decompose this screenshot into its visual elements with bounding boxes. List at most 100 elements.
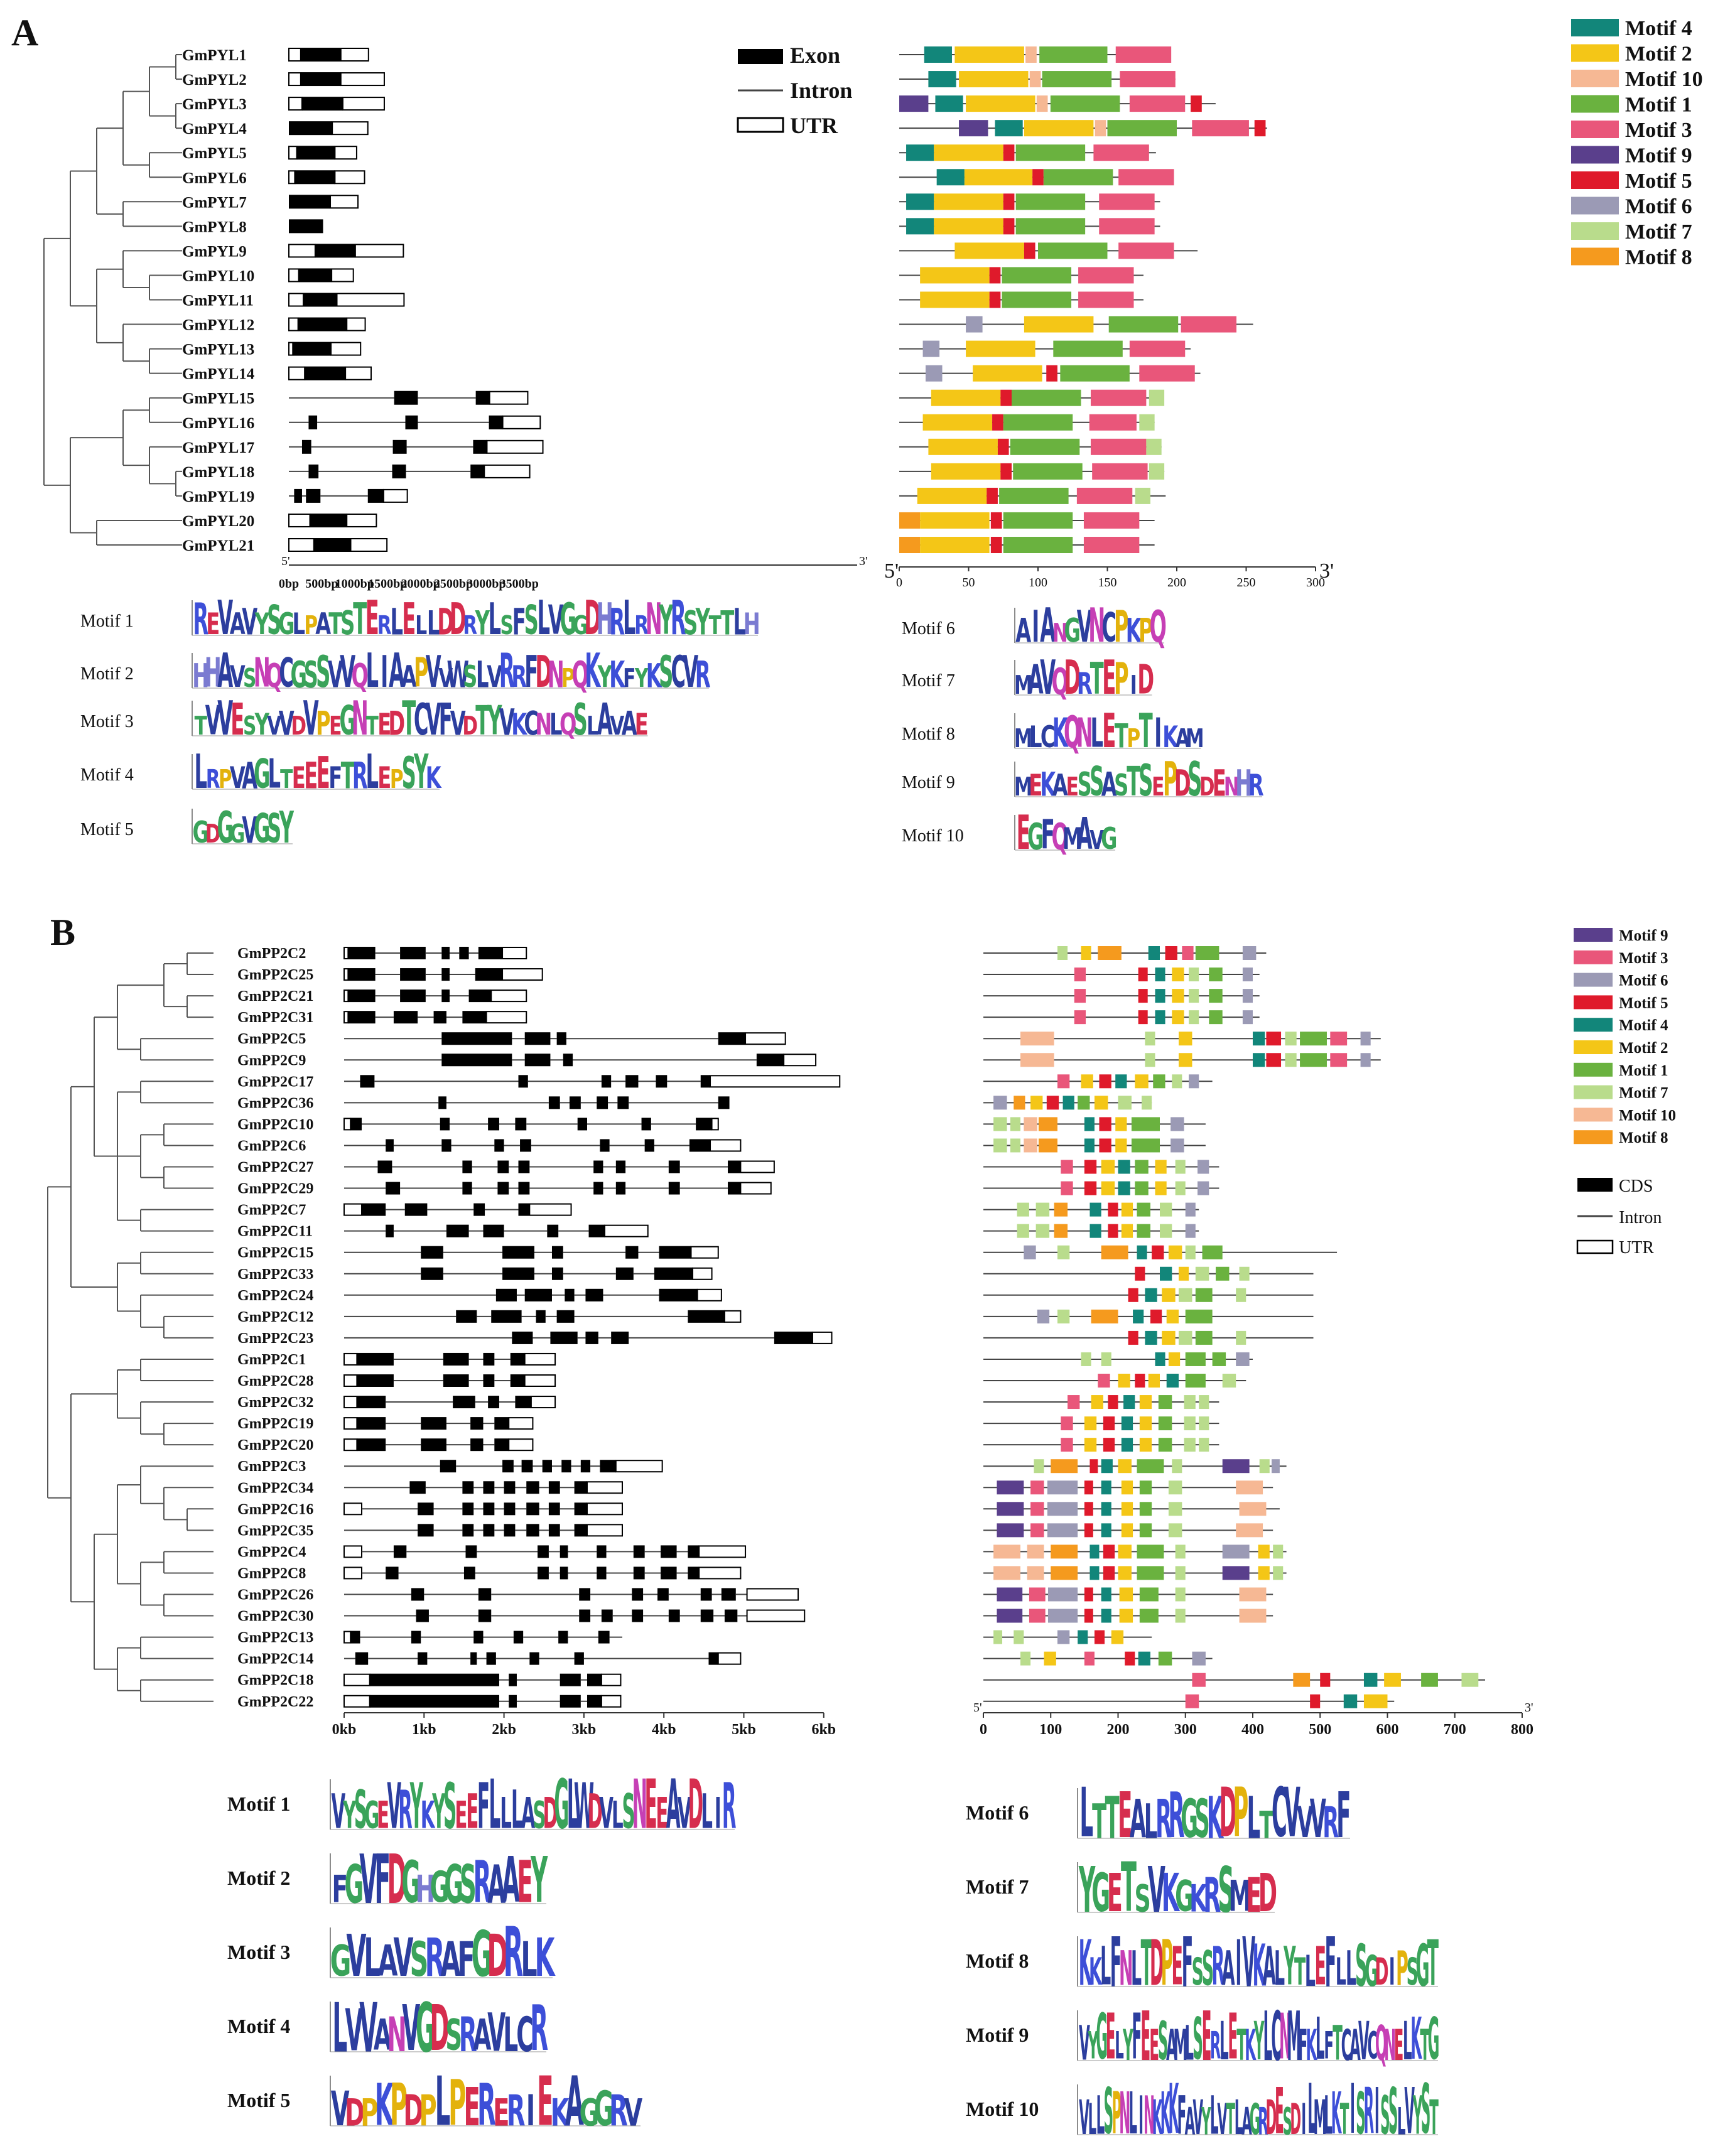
cds-block bbox=[548, 1502, 560, 1516]
motif-box-motif-2 bbox=[966, 95, 1035, 112]
logo-letter: V bbox=[340, 647, 355, 698]
logo-letter: E bbox=[1152, 772, 1164, 802]
gene-label: GmPP2C1 bbox=[237, 1352, 306, 1368]
gene-label: GmPP2C34 bbox=[237, 1480, 313, 1496]
motif-box-motif-3 bbox=[1061, 1181, 1073, 1195]
gene-label: GmPP2C15 bbox=[237, 1245, 313, 1261]
cds-block bbox=[696, 1118, 712, 1131]
logo-letter: V bbox=[332, 1784, 346, 1839]
motif-axis-tick-label: 100 bbox=[1029, 576, 1047, 590]
cds-block bbox=[357, 1374, 394, 1387]
logo-letter: E bbox=[1106, 2001, 1116, 2074]
exon-block bbox=[296, 146, 335, 160]
gene-label: GmPP2C22 bbox=[237, 1694, 313, 1710]
exon-block bbox=[294, 488, 302, 503]
logo-letter: S bbox=[463, 660, 477, 694]
logo-letter: G bbox=[340, 697, 356, 743]
utr-block bbox=[502, 415, 541, 429]
logo-letter: P bbox=[360, 2090, 378, 2134]
logo-letter: N bbox=[548, 654, 565, 696]
utr-swatch-b bbox=[1576, 1239, 1614, 1254]
motif-box-motif-2 bbox=[1030, 1096, 1043, 1110]
logo-letter: T bbox=[1139, 703, 1153, 758]
logo-letter: Q bbox=[560, 708, 576, 742]
motif-box-motif-2 bbox=[1139, 1395, 1152, 1409]
motif-box-motif-1 bbox=[1131, 1117, 1160, 1131]
motif-axis-tick-label: 0 bbox=[980, 1722, 987, 1738]
logo-letter: R bbox=[1203, 1868, 1221, 1924]
logo-letter: S bbox=[1202, 1941, 1214, 1997]
logo-letter: A bbox=[1101, 766, 1117, 804]
logo-letter: L bbox=[511, 1779, 523, 1840]
motif-box-motif-6 bbox=[1236, 1352, 1250, 1366]
motif-box-motif-10 bbox=[1239, 1609, 1267, 1623]
cds-block bbox=[550, 1331, 578, 1344]
utr-block bbox=[288, 317, 299, 331]
logo-letter: A bbox=[389, 643, 404, 698]
motif-box-motif-3 bbox=[1099, 193, 1155, 210]
motif-box-motif-6 bbox=[966, 316, 983, 333]
motif-box-motif-5 bbox=[1000, 389, 1012, 406]
motif-box-motif-3 bbox=[1092, 463, 1148, 480]
cds-block bbox=[462, 1524, 474, 1537]
gene-label: GmPYL13 bbox=[182, 342, 254, 358]
motif-box-motif-3 bbox=[1129, 340, 1186, 357]
gene-label: GmPP2C3 bbox=[237, 1458, 306, 1475]
utr-block bbox=[345, 366, 372, 380]
logo-letter: S bbox=[267, 805, 281, 851]
logo-letter: R bbox=[352, 755, 368, 797]
motif-box-motif-1 bbox=[1013, 463, 1083, 480]
logo-letter: S bbox=[460, 1855, 477, 1916]
legend-swatch-motif-5 bbox=[1574, 995, 1613, 1010]
logo-letter: V bbox=[1404, 2076, 1415, 2148]
motif-box-motif-3 bbox=[1030, 1480, 1044, 1495]
motif-box-motif-5 bbox=[1099, 1138, 1111, 1153]
gene-label: GmPP2C8 bbox=[237, 1565, 306, 1582]
logo-letter: D bbox=[1137, 656, 1154, 703]
motif-box-motif-2 bbox=[1179, 1266, 1189, 1281]
motif-box-motif-7 bbox=[1168, 1480, 1182, 1495]
utr-block bbox=[711, 1118, 719, 1131]
motif-box-motif-7 bbox=[1020, 1651, 1031, 1666]
motif-box-motif-4 bbox=[1101, 1523, 1111, 1538]
motif-box-motif-6 bbox=[1047, 1502, 1078, 1516]
cds-block bbox=[465, 1545, 477, 1558]
logo-letter: L bbox=[194, 744, 207, 799]
utr-block bbox=[343, 1673, 370, 1686]
logo-letter: D bbox=[1150, 1927, 1164, 2000]
cds-block bbox=[538, 1566, 549, 1580]
motif-box-motif-6 bbox=[1242, 946, 1257, 960]
utr-block bbox=[811, 1331, 833, 1344]
motif-box-motif-5 bbox=[1128, 1330, 1138, 1345]
utr-legend-label-b: UTR bbox=[1619, 1238, 1654, 1258]
logo-letter: K bbox=[1189, 1877, 1208, 1921]
logo-letter: F bbox=[375, 1841, 391, 1920]
gene-label: GmPYL6 bbox=[182, 170, 247, 186]
motif-box-motif-5 bbox=[1089, 1459, 1098, 1474]
logo-letter: D bbox=[688, 1764, 703, 1844]
logo-letter: S bbox=[622, 1784, 635, 1839]
logo-letter: F bbox=[1041, 811, 1055, 858]
motif-box-motif-7 bbox=[1014, 1630, 1024, 1644]
logo-letter: S bbox=[683, 605, 698, 642]
logo-letter: P bbox=[448, 2067, 466, 2140]
motif-box-motif-5 bbox=[1135, 1374, 1145, 1388]
gene-axis-tick-label: 0kb bbox=[332, 1722, 357, 1738]
motif-box-motif-7 bbox=[1034, 1459, 1044, 1474]
gene-axis-tick-label: 5kb bbox=[732, 1722, 756, 1738]
cds-block bbox=[453, 1396, 475, 1409]
logo-letter: V bbox=[394, 1927, 414, 1988]
logo-label-a-motif-8: Motif 8 bbox=[902, 725, 955, 744]
logo-letter: V bbox=[359, 1841, 377, 1920]
motif-box-motif-2 bbox=[1081, 1074, 1093, 1089]
logo-letter: M bbox=[1228, 1872, 1251, 1921]
utr-block bbox=[502, 947, 527, 959]
utr-block bbox=[288, 293, 305, 307]
cds-block bbox=[459, 947, 469, 959]
cds-block bbox=[440, 1460, 457, 1473]
cds-block bbox=[357, 1417, 386, 1430]
motif-axis-tick-label: 100 bbox=[1039, 1722, 1062, 1738]
logo-letter: Q bbox=[1052, 660, 1069, 703]
utr-legend-label: UTR bbox=[790, 113, 838, 138]
